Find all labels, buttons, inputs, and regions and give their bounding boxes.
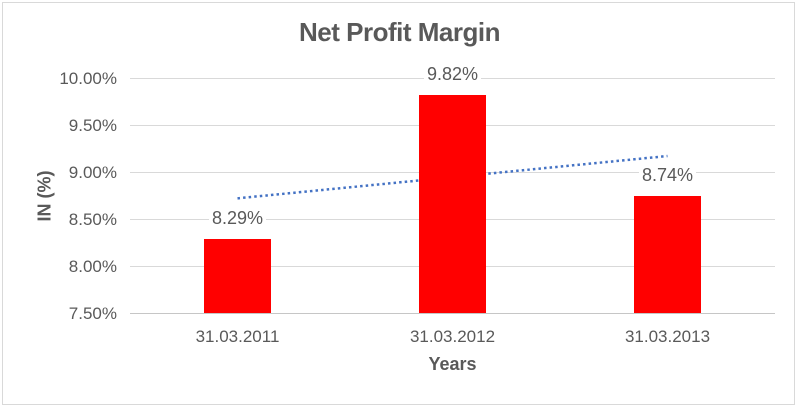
bar-value-label: 8.29%: [188, 207, 288, 228]
x-axis-title: Years: [428, 354, 477, 374]
bar-value-text: 8.74%: [638, 165, 697, 186]
y-tick-label: 9.00%: [68, 163, 117, 182]
chart-bar: [419, 94, 486, 313]
chart-title: Net Profit Margin: [299, 17, 500, 47]
chart-bar: [634, 196, 701, 313]
x-axis-line: [130, 312, 775, 314]
trendline: [237, 154, 668, 200]
x-tick-label: 31.03.2012: [409, 327, 496, 346]
x-tick-label: 31.03.2011: [195, 327, 280, 346]
y-tick-label: 9.50%: [68, 116, 117, 135]
bar-value-label: 8.74%: [618, 165, 718, 186]
bar-value-label: 9.82%: [403, 63, 503, 84]
bar-value-text: 9.82%: [423, 63, 482, 84]
y-tick-label: 10.00%: [59, 69, 117, 88]
x-tick-label: 31.03.2013: [624, 327, 711, 346]
chart-bar: [204, 238, 271, 313]
bar-value-text: 8.29%: [208, 207, 267, 228]
y-tick-label: 8.50%: [68, 210, 117, 229]
y-tick-label: 7.50%: [68, 304, 117, 323]
y-tick-label: 8.00%: [68, 257, 117, 276]
